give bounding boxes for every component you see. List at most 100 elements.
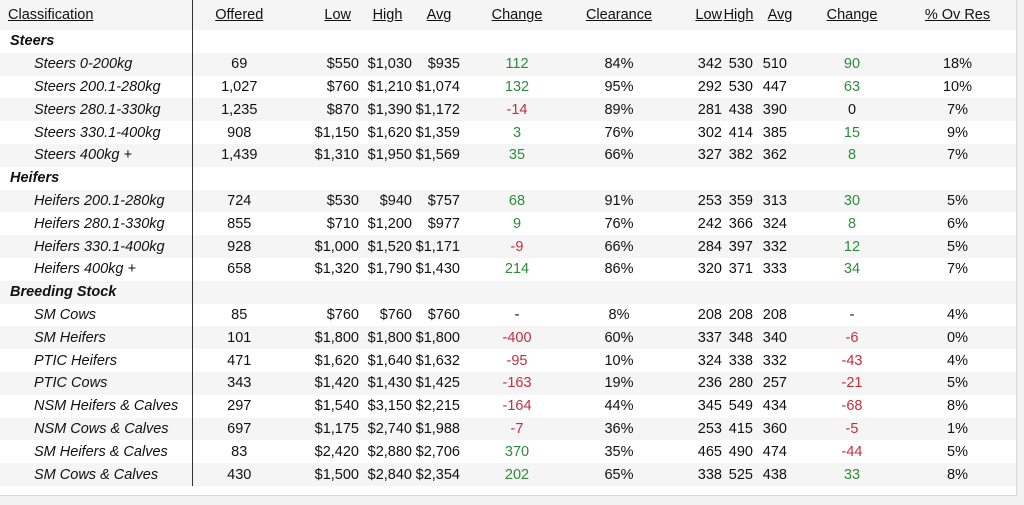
clearance-cell: 84% [568,52,670,76]
empty-cell [286,30,363,53]
avg-per-kg-cell: 434 [762,398,787,415]
change-per-kg-cell: 15 [843,124,861,141]
ov-res-cell: 5% [947,443,968,460]
section-title: Breeding Stock [0,280,193,304]
section-title: Heifers [0,166,193,190]
avg-cell: $1,430 [415,261,460,278]
empty-cell [286,280,363,304]
avg-per-kg-cell: 333 [762,261,787,278]
table-row: NSM Heifers & Calves 297 $1,540 $3,150 $2,21… [0,394,1016,418]
high-per-kg-cell: 371 [728,261,753,278]
change-cell: -7 [466,417,568,441]
low-cell: $1,800 [286,326,363,350]
cattle-sale-report-sheet: Classification Offered Low High Avg Chan… [0,0,1017,496]
classification-cell: NSM Cows & Calves [0,417,193,441]
header-avg-per-kg: Avg [755,0,805,30]
clearance-cell: 35% [604,443,634,460]
section-row: Heifers [0,166,1016,190]
empty-cell [670,167,722,190]
change-per-kg-cell: 8 [805,143,899,167]
change-per-kg-cell: 12 [805,235,899,258]
offered-cell: 69 [192,52,286,76]
change-cell: -14 [466,98,568,122]
classification-cell: Steers 280.1-330kg [0,98,193,122]
change-per-kg-cell: 63 [843,78,861,95]
high-cell: $1,950 [363,143,412,167]
table-row: Steers 280.1-330kg 1,235 $870 $1,390 $1,172-… [0,98,1016,122]
table-row: PTIC Heifers 471 $1,620 $1,640 $1,632 -95 10% 3… [0,349,1016,372]
high-per-kg-cell: 525 [722,463,755,486]
low-cell: $550 [286,52,363,76]
empty-cell [670,280,722,304]
header-ov-res: % Ov Res [899,0,1016,30]
low-per-kg-cell: 242 [697,215,722,232]
low-cell: $1,150 [314,124,359,141]
avg-cell: $977 [427,215,460,232]
section-title: Steers [0,30,193,53]
classification-cell: Heifers 200.1-280kg [0,189,193,213]
change-cell: 214 [504,261,530,278]
avg-per-kg-cell: 208 [762,306,787,323]
low-per-kg-cell: 342 [670,52,722,76]
low-cell: $1,420 [286,371,363,395]
low-per-kg-cell: 284 [670,235,722,258]
classification-cell: Steers 200.1-280kg [0,75,193,99]
avg-cell: $935 [412,52,466,76]
clearance-cell: 65% [568,463,670,486]
classification-cell: SM Heifers [0,326,193,350]
ov-res-cell: 8% [947,398,968,415]
change-per-kg-cell: -21 [805,371,899,395]
empty-cell [568,280,670,304]
offered-cell: 343 [192,371,286,395]
avg-per-kg-cell: 390 [755,98,805,122]
high-cell: $2,840 [363,463,412,486]
table-row: Heifers 330.1-400kg 928 $1,000 $1,520 $1,171… [0,235,1016,258]
empty-cell [466,280,568,304]
low-per-kg-cell: 253 [670,417,722,441]
empty-cell [805,280,899,304]
empty-cell [363,280,412,304]
high-cell: $1,800 [363,326,412,350]
empty-cell [466,167,568,190]
ov-res-cell: 10% [942,78,973,95]
classification-cell: NSM Heifers & Calves [0,394,193,418]
avg-per-kg-cell: 362 [755,143,805,167]
empty-cell [722,167,755,190]
low-cell: $760 [326,78,359,95]
high-per-kg-cell: 415 [722,417,755,441]
high-cell: $1,520 [363,235,412,258]
low-per-kg-cell: 320 [697,261,722,278]
ov-res-cell: 18% [899,52,1016,76]
ov-res-cell: 1% [899,417,1016,441]
header-classification: Classification [0,0,193,30]
table-row: Heifers 280.1-330kg 855 $710 $1,200 $977 9 76%… [0,212,1016,236]
low-cell: $870 [286,98,363,122]
change-cell: 202 [466,463,568,486]
empty-cell [192,30,286,53]
high-cell: $2,740 [363,417,412,441]
table-row: SM Cows & Calves 430 $1,500 $2,840 $2,354 202… [0,463,1016,486]
high-cell: $1,030 [363,52,412,76]
empty-cell [568,167,670,190]
change-per-kg-cell: -44 [841,443,863,460]
header-low: Low [286,0,363,30]
empty-cell [412,280,466,304]
avg-cell: $1,800 [412,326,466,350]
change-cell: -9 [466,235,568,258]
empty-cell [899,167,1016,190]
avg-cell: $1,171 [412,235,466,258]
clearance-cell: 91% [568,189,670,213]
empty-cell [899,30,1016,53]
high-per-kg-cell: 359 [722,189,755,213]
avg-cell: $1,074 [415,78,460,95]
change-cell: -163 [466,371,568,395]
classification-cell: Steers 330.1-400kg [0,121,193,144]
high-cell: $1,640 [367,352,412,369]
classification-cell: SM Cows [0,303,193,327]
change-per-kg-cell: -43 [841,352,863,369]
sale-results-table: Classification Offered Low High Avg Chan… [0,0,1016,486]
high-per-kg-cell: 438 [722,98,755,122]
empty-cell [192,167,286,190]
clearance-cell: 60% [568,326,670,350]
classification-cell: PTIC Heifers [0,349,193,372]
